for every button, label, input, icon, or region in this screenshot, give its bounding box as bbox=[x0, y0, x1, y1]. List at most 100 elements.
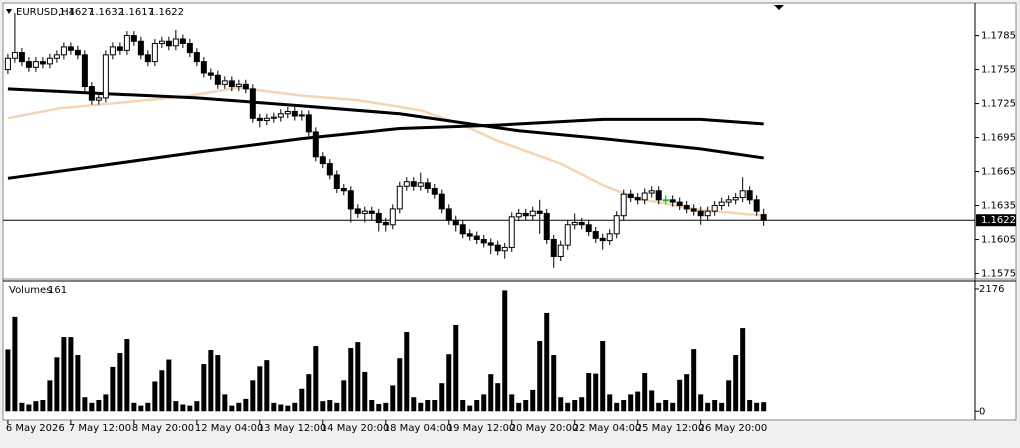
candle-body bbox=[179, 38, 186, 45]
volume-bar bbox=[145, 402, 151, 412]
candle-body bbox=[557, 244, 564, 257]
y-tick-label: 1.1635 bbox=[981, 201, 1016, 212]
candle-body bbox=[347, 190, 354, 210]
candle-body bbox=[32, 61, 39, 68]
candle-body bbox=[739, 190, 746, 199]
x-tick-label: 19 May 12:00 bbox=[447, 423, 516, 434]
candle-body bbox=[144, 54, 151, 63]
volume-bar bbox=[334, 402, 340, 412]
volume-bar bbox=[614, 402, 620, 412]
candle-body bbox=[130, 35, 137, 42]
candle-body bbox=[284, 110, 291, 115]
y-tick-label: 0 bbox=[979, 406, 985, 417]
candle-body bbox=[718, 201, 725, 207]
candle-body bbox=[704, 210, 711, 217]
candle-body bbox=[4, 57, 11, 71]
candle-body bbox=[123, 35, 130, 51]
y-tick-label: 1.1725 bbox=[981, 99, 1016, 110]
volume-bar bbox=[698, 394, 704, 412]
candle-body bbox=[39, 61, 46, 65]
candle-body bbox=[501, 246, 508, 252]
candle-body bbox=[578, 221, 585, 226]
y-tick-label: 1.1575 bbox=[981, 268, 1016, 279]
volume-bar bbox=[75, 355, 81, 412]
candle-body bbox=[599, 237, 606, 242]
candle-body bbox=[522, 212, 529, 217]
ohlc-high: 1.1632 bbox=[89, 7, 124, 18]
candle-body bbox=[200, 61, 207, 74]
volume-bar bbox=[180, 404, 186, 412]
candle-body bbox=[67, 46, 74, 51]
volume-bar bbox=[719, 402, 725, 412]
volume-bar bbox=[460, 400, 466, 412]
volume-bar bbox=[607, 394, 613, 412]
candle-body bbox=[613, 215, 620, 235]
volume-bar bbox=[593, 373, 599, 412]
volume-bar bbox=[208, 350, 214, 412]
candle-body bbox=[109, 46, 116, 56]
candle-body bbox=[536, 210, 543, 214]
candle-body bbox=[305, 114, 312, 133]
volume-bar bbox=[89, 402, 95, 412]
volume-bar bbox=[432, 400, 438, 412]
volume-bar bbox=[418, 402, 424, 412]
candle-body bbox=[746, 190, 753, 201]
chart-frame bbox=[2, 2, 1017, 421]
candle-body bbox=[165, 40, 172, 47]
volume-bar bbox=[187, 405, 193, 412]
volume-bar bbox=[404, 332, 410, 412]
price-label: 1.1622 bbox=[981, 215, 1016, 226]
candle-body bbox=[298, 114, 305, 117]
candle-body bbox=[690, 208, 697, 212]
candle-body bbox=[354, 208, 361, 214]
candle-body bbox=[480, 238, 487, 244]
symbol-title: EURUSD,H4 bbox=[16, 7, 75, 18]
volume-bar bbox=[390, 385, 396, 412]
volume-bar bbox=[551, 355, 557, 412]
volume-bar bbox=[138, 405, 144, 412]
volume-bar bbox=[5, 349, 11, 412]
candle-body bbox=[361, 210, 368, 214]
volume-bar bbox=[754, 402, 760, 412]
candle-body bbox=[207, 72, 214, 76]
candle-body bbox=[242, 83, 249, 90]
volume-bar bbox=[383, 402, 389, 412]
volume-title: Volumes bbox=[9, 285, 51, 296]
volume-bar bbox=[481, 394, 487, 412]
menu-arrow[interactable] bbox=[6, 9, 12, 14]
volume-bar bbox=[656, 402, 662, 412]
volume-bar bbox=[425, 400, 431, 412]
candle-body bbox=[725, 199, 732, 203]
candle-body bbox=[550, 238, 557, 257]
x-tick-label: 6 May 2026 bbox=[6, 423, 65, 434]
volume-bar bbox=[649, 390, 655, 412]
y-tick-label: 1.1785 bbox=[981, 31, 1016, 42]
volume-bar bbox=[474, 400, 480, 412]
volume-bar bbox=[12, 316, 18, 412]
candle-body bbox=[683, 205, 690, 210]
candle-body bbox=[697, 210, 704, 217]
volume-bar bbox=[712, 400, 718, 412]
y-tick-label: 1.1755 bbox=[981, 65, 1016, 76]
x-tick-label: 20 May 20:00 bbox=[510, 423, 579, 434]
candle-body bbox=[235, 83, 242, 88]
volume-bar bbox=[642, 373, 648, 412]
candle-body bbox=[445, 208, 452, 221]
candle-body bbox=[326, 163, 333, 176]
volume-bar bbox=[271, 402, 277, 412]
candle-body bbox=[151, 43, 158, 63]
candle-body bbox=[18, 52, 25, 63]
volume-bar bbox=[509, 394, 515, 412]
candle-body bbox=[515, 212, 522, 218]
candle-body bbox=[466, 233, 473, 237]
candle-body bbox=[186, 43, 193, 54]
candle-body bbox=[382, 221, 389, 226]
candle-body bbox=[403, 181, 410, 187]
x-tick-label: 26 May 20:00 bbox=[699, 423, 768, 434]
volume-bar bbox=[194, 401, 200, 412]
volume-bar bbox=[726, 380, 732, 412]
volume-bar bbox=[68, 337, 74, 412]
volume-bar bbox=[684, 374, 690, 412]
candle-body bbox=[333, 174, 340, 190]
